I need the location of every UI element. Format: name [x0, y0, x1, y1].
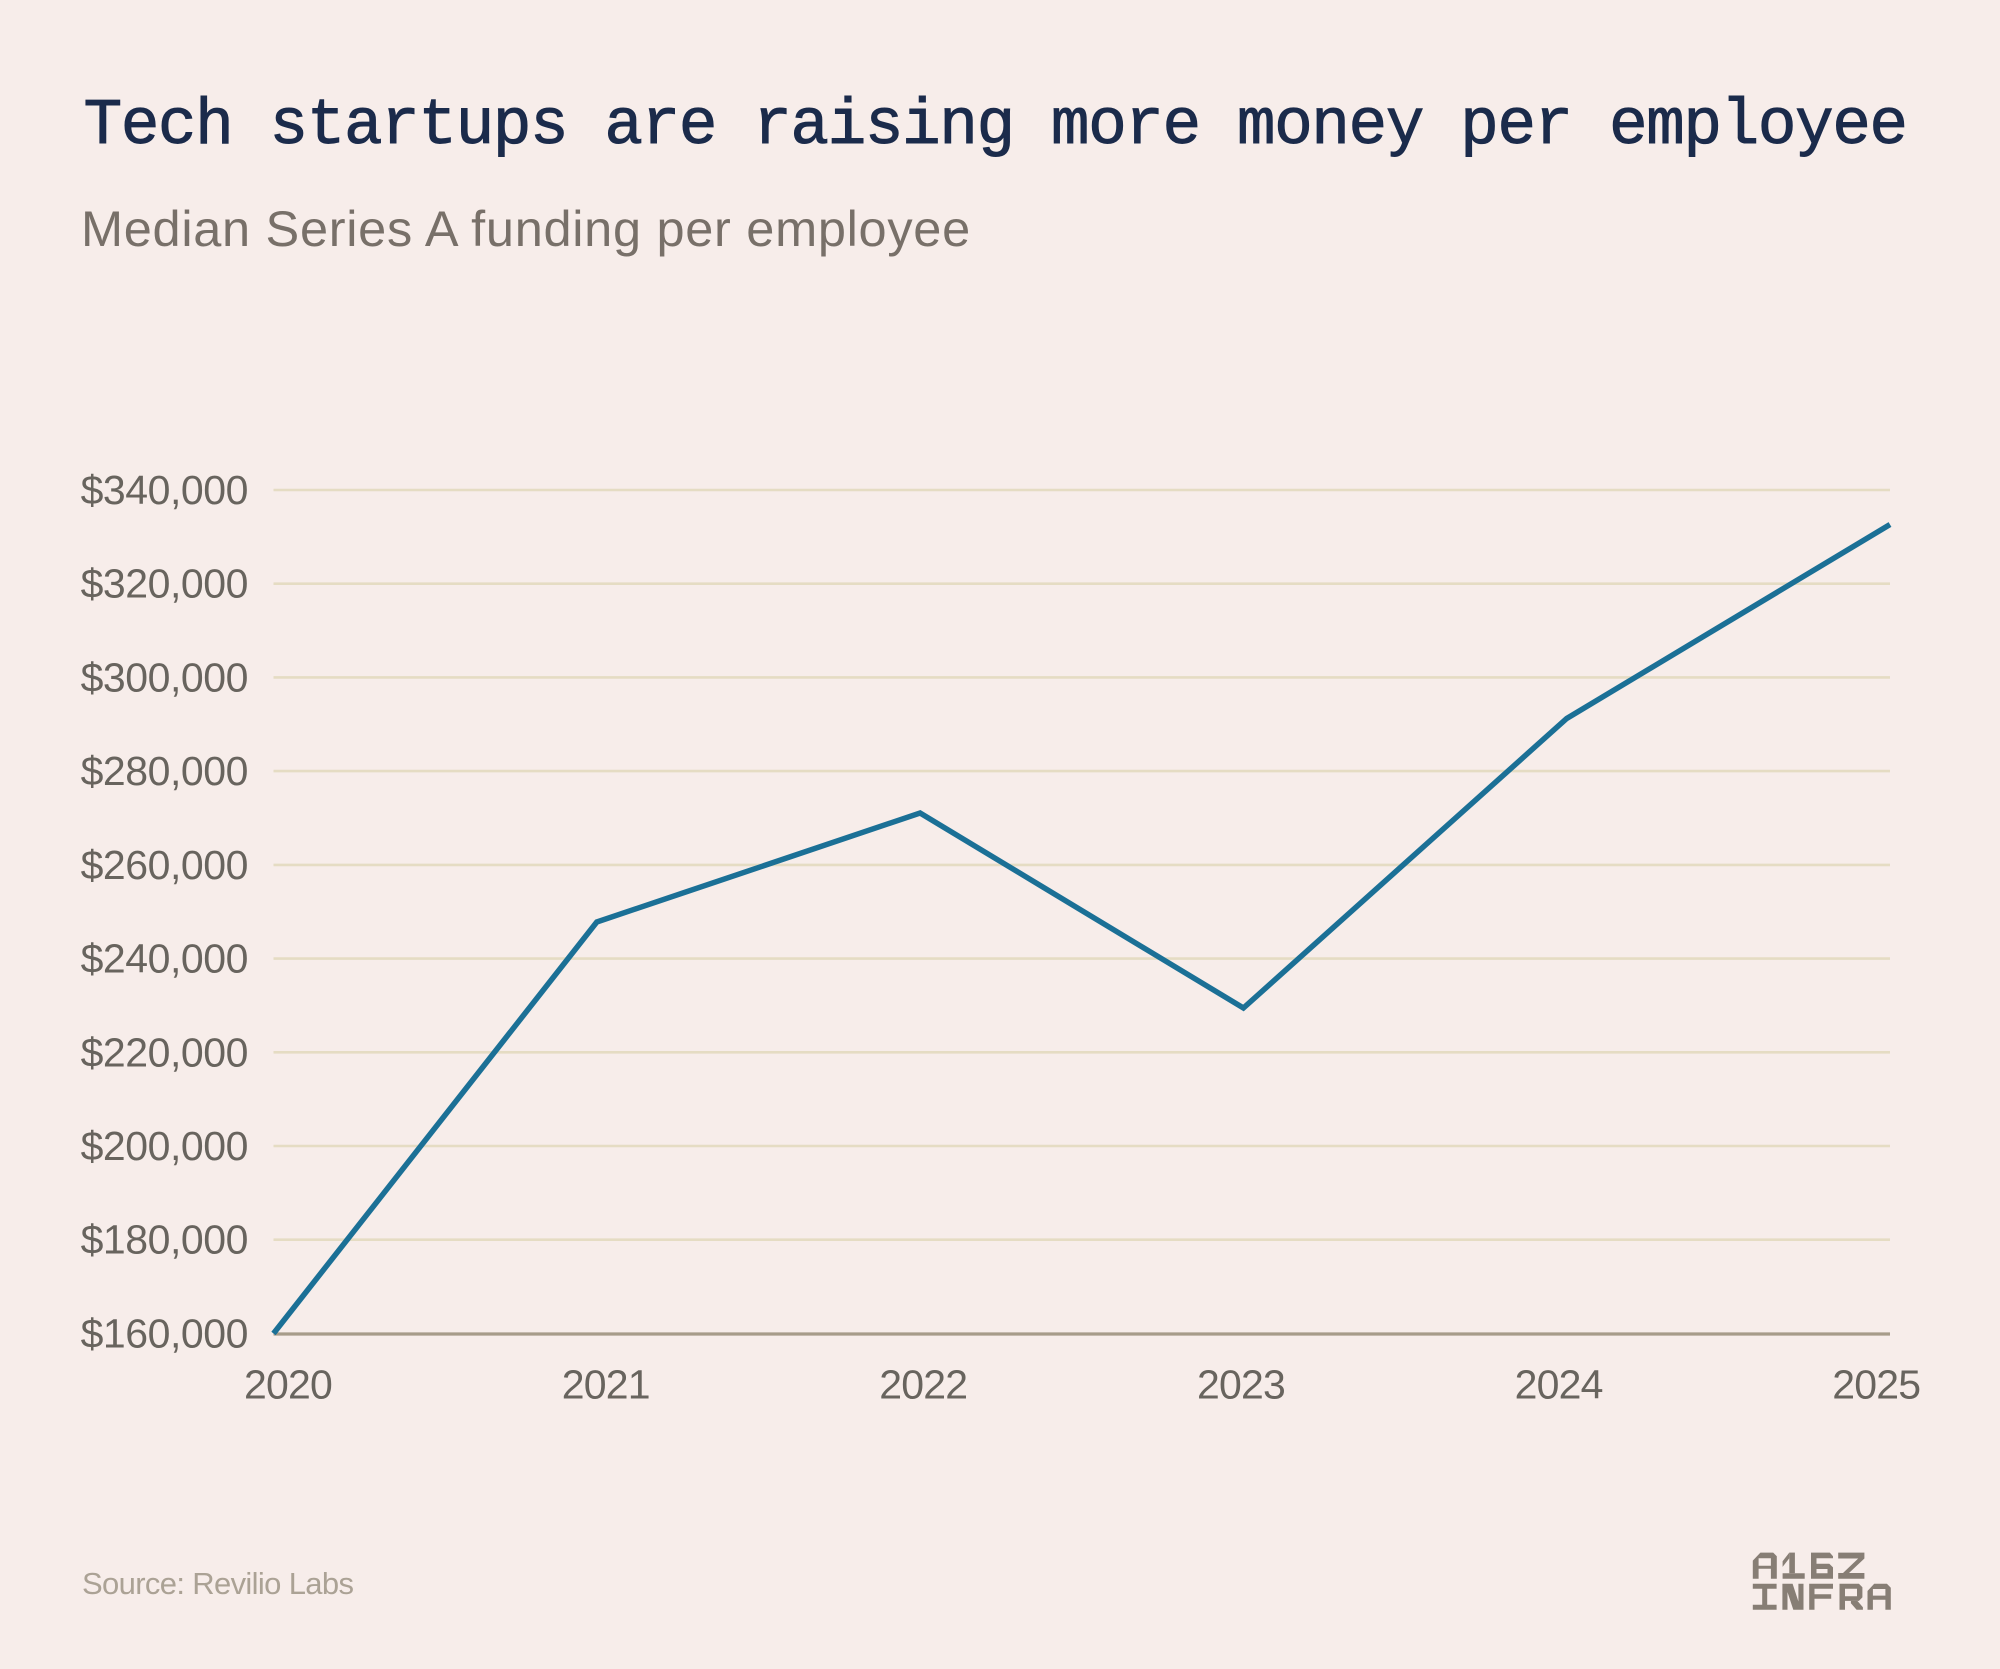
- svg-text:2021: 2021: [562, 1362, 650, 1408]
- svg-text:$280,000: $280,000: [81, 748, 248, 794]
- svg-text:$340,000: $340,000: [81, 467, 248, 513]
- svg-text:2024: 2024: [1515, 1362, 1603, 1408]
- svg-text:2020: 2020: [244, 1362, 332, 1408]
- svg-text:$180,000: $180,000: [81, 1217, 248, 1263]
- svg-text:$260,000: $260,000: [81, 842, 248, 888]
- svg-text:Source: Revilio Labs: Source: Revilio Labs: [82, 1566, 353, 1601]
- svg-text:$200,000: $200,000: [81, 1123, 248, 1169]
- svg-text:2025: 2025: [1832, 1362, 1920, 1408]
- svg-text:Tech startups are raising more: Tech startups are raising more money per…: [84, 90, 1907, 163]
- svg-text:$240,000: $240,000: [81, 936, 248, 982]
- svg-text:2023: 2023: [1197, 1362, 1285, 1408]
- svg-text:$160,000: $160,000: [81, 1311, 248, 1357]
- svg-text:$220,000: $220,000: [81, 1029, 248, 1075]
- svg-text:Median Series A funding per em: Median Series A funding per employee: [81, 200, 971, 257]
- svg-text:$300,000: $300,000: [81, 654, 248, 700]
- svg-text:$320,000: $320,000: [81, 561, 248, 607]
- svg-text:2022: 2022: [879, 1362, 967, 1408]
